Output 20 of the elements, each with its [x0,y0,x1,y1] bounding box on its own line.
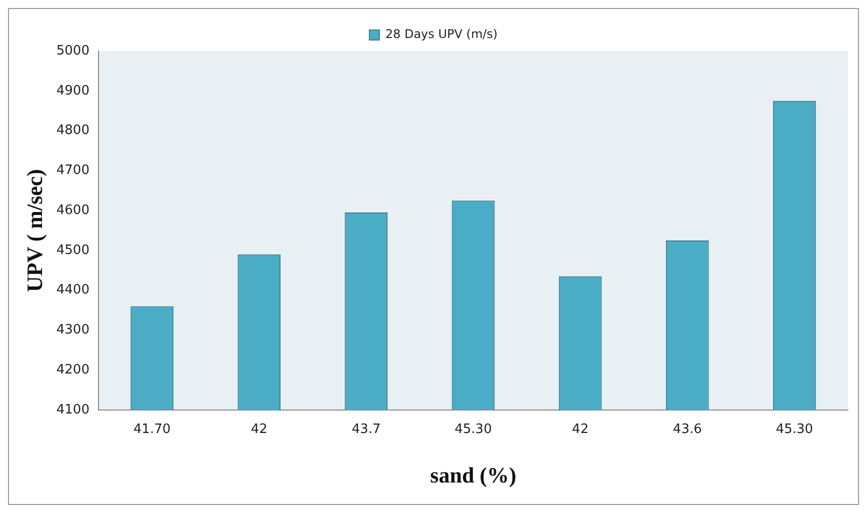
x-tick-label: 45.30 [454,422,492,438]
y-tick-label: 5000 [56,43,90,58]
y-tick-label: 4800 [56,123,90,138]
y-tick-label: 4100 [56,402,90,418]
x-tick-label: 42 [250,422,268,438]
legend-label: 28 Days UPV (m/s) [385,27,498,42]
y-axis-title: UPV ( m/sec) [22,169,47,292]
y-tick-label: 4700 [56,163,90,178]
y-tick-label: 4500 [56,242,90,258]
x-tick-label: 42 [572,422,589,438]
y-tick-label: 4600 [56,202,90,218]
y-tick-label: 4300 [56,322,90,338]
x-tick-label: 43.7 [352,422,381,438]
y-tick-label: 4400 [56,282,90,298]
x-tick-label: 45.30 [776,422,814,438]
x-tick-label: 41.70 [133,422,171,438]
y-tick-label: 4200 [56,362,90,378]
y-tick-label: 4900 [56,83,90,98]
x-axis-title: sand (%) [430,462,516,488]
x-tick-label: 43.6 [672,422,702,438]
